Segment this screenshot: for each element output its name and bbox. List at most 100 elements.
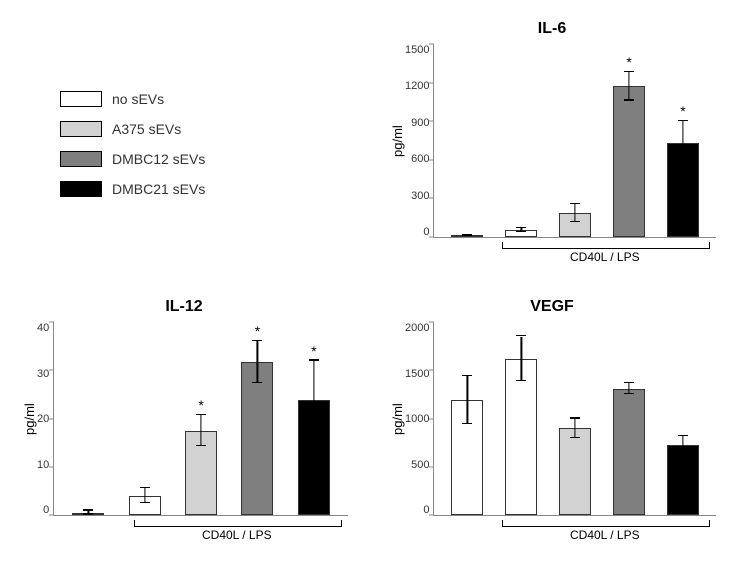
error-cap: [252, 340, 262, 341]
bar: [556, 322, 594, 515]
legend-item: no sEVs: [60, 91, 348, 107]
y-tick: [49, 322, 54, 323]
bar-rect: [241, 362, 273, 515]
bar: *: [238, 322, 276, 515]
error-bar: [575, 204, 576, 222]
error-bar: [313, 361, 314, 440]
y-tick: [429, 466, 434, 467]
chart-title: IL-12: [165, 298, 202, 316]
error-cap: [678, 452, 688, 453]
legend-label: DMBC12 sEVs: [112, 151, 205, 167]
chart-vegf: VEGF pg/ml 2000150010005000 CD40L / LPS: [388, 298, 716, 546]
bar: [502, 322, 540, 515]
y-tick: [429, 322, 434, 323]
x-group-bracket: [502, 520, 710, 527]
error-bar: [682, 436, 683, 453]
x-axis-bracket: CD40L / LPS: [388, 242, 716, 268]
error-cap: [678, 435, 688, 436]
significance-star: *: [255, 323, 260, 339]
error-cap: [678, 164, 688, 165]
chart-title: IL-6: [538, 20, 566, 38]
error-cap: [624, 393, 634, 394]
error-cap: [462, 423, 472, 424]
error-cap: [462, 235, 472, 236]
error-cap: [570, 203, 580, 204]
error-bar: [201, 415, 202, 446]
legend-item: A375 sEVs: [60, 121, 348, 137]
y-tick-label: 1500: [405, 44, 429, 56]
plot-area: [433, 322, 716, 516]
y-tick: [49, 370, 54, 371]
error-cap: [516, 227, 526, 228]
y-tick-label: 10: [37, 459, 49, 471]
bar: *: [664, 44, 702, 237]
legend: no sEVs A375 sEVs DMBC12 sEVs DMBC21 sEVs: [20, 20, 348, 268]
legend-item: DMBC21 sEVs: [60, 181, 348, 197]
bar-rect: [505, 359, 537, 515]
y-axis-label: pg/ml: [20, 322, 37, 516]
y-axis-ticks: 2000150010005000: [405, 322, 433, 516]
y-tick: [49, 515, 54, 516]
bar: [69, 322, 107, 515]
error-bar: [682, 121, 683, 165]
error-bar: [575, 419, 576, 438]
y-tick: [49, 418, 54, 419]
bar: *: [295, 322, 333, 515]
y-tick: [429, 44, 434, 45]
figure-grid: no sEVs A375 sEVs DMBC12 sEVs DMBC21 sEVs I…: [20, 20, 716, 546]
bar: [664, 322, 702, 515]
error-cap: [624, 99, 634, 100]
y-tick-label: 300: [411, 190, 429, 202]
y-axis-label: pg/ml: [388, 322, 405, 516]
error-cap: [252, 382, 262, 383]
error-cap: [196, 445, 206, 446]
y-tick: [429, 82, 434, 83]
y-tick-label: 2000: [405, 322, 429, 334]
error-bar: [467, 376, 468, 424]
y-tick: [49, 466, 54, 467]
bar: *: [182, 322, 220, 515]
significance-star: *: [311, 343, 316, 359]
y-tick-label: 1000: [405, 413, 429, 425]
y-axis-label: pg/ml: [388, 44, 405, 238]
x-group-bracket: [134, 520, 342, 527]
y-tick-label: 600: [411, 153, 429, 165]
error-bar: [521, 337, 522, 381]
error-cap: [570, 417, 580, 418]
bar: [556, 44, 594, 237]
bar-rect: [667, 445, 699, 515]
y-tick-label: 1200: [405, 80, 429, 92]
bars: [434, 322, 716, 515]
significance-star: *: [626, 54, 631, 70]
error-cap: [624, 71, 634, 72]
legend-item: DMBC12 sEVs: [60, 151, 348, 167]
y-axis-ticks: 150012009006003000: [405, 44, 433, 238]
error-cap: [309, 359, 319, 360]
legend-label: A375 sEVs: [112, 121, 181, 137]
error-cap: [83, 513, 93, 514]
error-cap: [140, 487, 150, 488]
bars: * * *: [54, 322, 348, 515]
plot-area: **: [433, 44, 716, 238]
bar: [502, 44, 540, 237]
error-cap: [516, 380, 526, 381]
legend-label: no sEVs: [112, 91, 164, 107]
x-axis-bracket: CD40L / LPS: [388, 520, 716, 546]
y-tick-label: 20: [37, 413, 49, 425]
bar: *: [610, 44, 648, 237]
y-axis-ticks: 403020100: [37, 322, 53, 516]
error-bar: [629, 72, 630, 100]
legend-swatch: [60, 151, 102, 167]
y-tick-label: 500: [411, 459, 429, 471]
y-tick: [429, 159, 434, 160]
error-cap: [570, 221, 580, 222]
chart-il12: IL-12 pg/ml 403020100 *** CD40L / LPS: [20, 298, 348, 546]
legend-swatch: [60, 121, 102, 137]
error-cap: [140, 502, 150, 503]
y-tick-label: 900: [411, 117, 429, 129]
x-group-label: CD40L / LPS: [202, 528, 272, 542]
plot-area: * * *: [53, 322, 348, 516]
error-cap: [570, 437, 580, 438]
legend-swatch: [60, 181, 102, 197]
error-cap: [309, 439, 319, 440]
